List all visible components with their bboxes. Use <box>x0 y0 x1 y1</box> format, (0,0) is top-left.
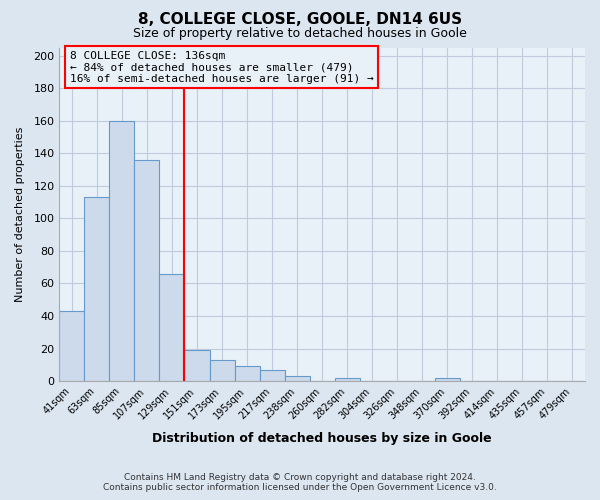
Bar <box>59 311 85 381</box>
Bar <box>134 160 160 381</box>
Bar <box>160 274 184 381</box>
Text: Contains HM Land Registry data © Crown copyright and database right 2024.
Contai: Contains HM Land Registry data © Crown c… <box>103 473 497 492</box>
Bar <box>335 378 360 381</box>
Bar <box>85 197 109 381</box>
Bar <box>184 350 209 381</box>
Bar <box>435 378 460 381</box>
Bar <box>235 366 260 381</box>
Y-axis label: Number of detached properties: Number of detached properties <box>15 126 25 302</box>
Bar <box>109 120 134 381</box>
Text: Size of property relative to detached houses in Goole: Size of property relative to detached ho… <box>133 28 467 40</box>
X-axis label: Distribution of detached houses by size in Goole: Distribution of detached houses by size … <box>152 432 492 445</box>
Bar <box>209 360 235 381</box>
Bar <box>284 376 310 381</box>
Text: 8, COLLEGE CLOSE, GOOLE, DN14 6US: 8, COLLEGE CLOSE, GOOLE, DN14 6US <box>138 12 462 28</box>
Text: 8 COLLEGE CLOSE: 136sqm
← 84% of detached houses are smaller (479)
16% of semi-d: 8 COLLEGE CLOSE: 136sqm ← 84% of detache… <box>70 51 374 84</box>
Bar <box>260 370 284 381</box>
